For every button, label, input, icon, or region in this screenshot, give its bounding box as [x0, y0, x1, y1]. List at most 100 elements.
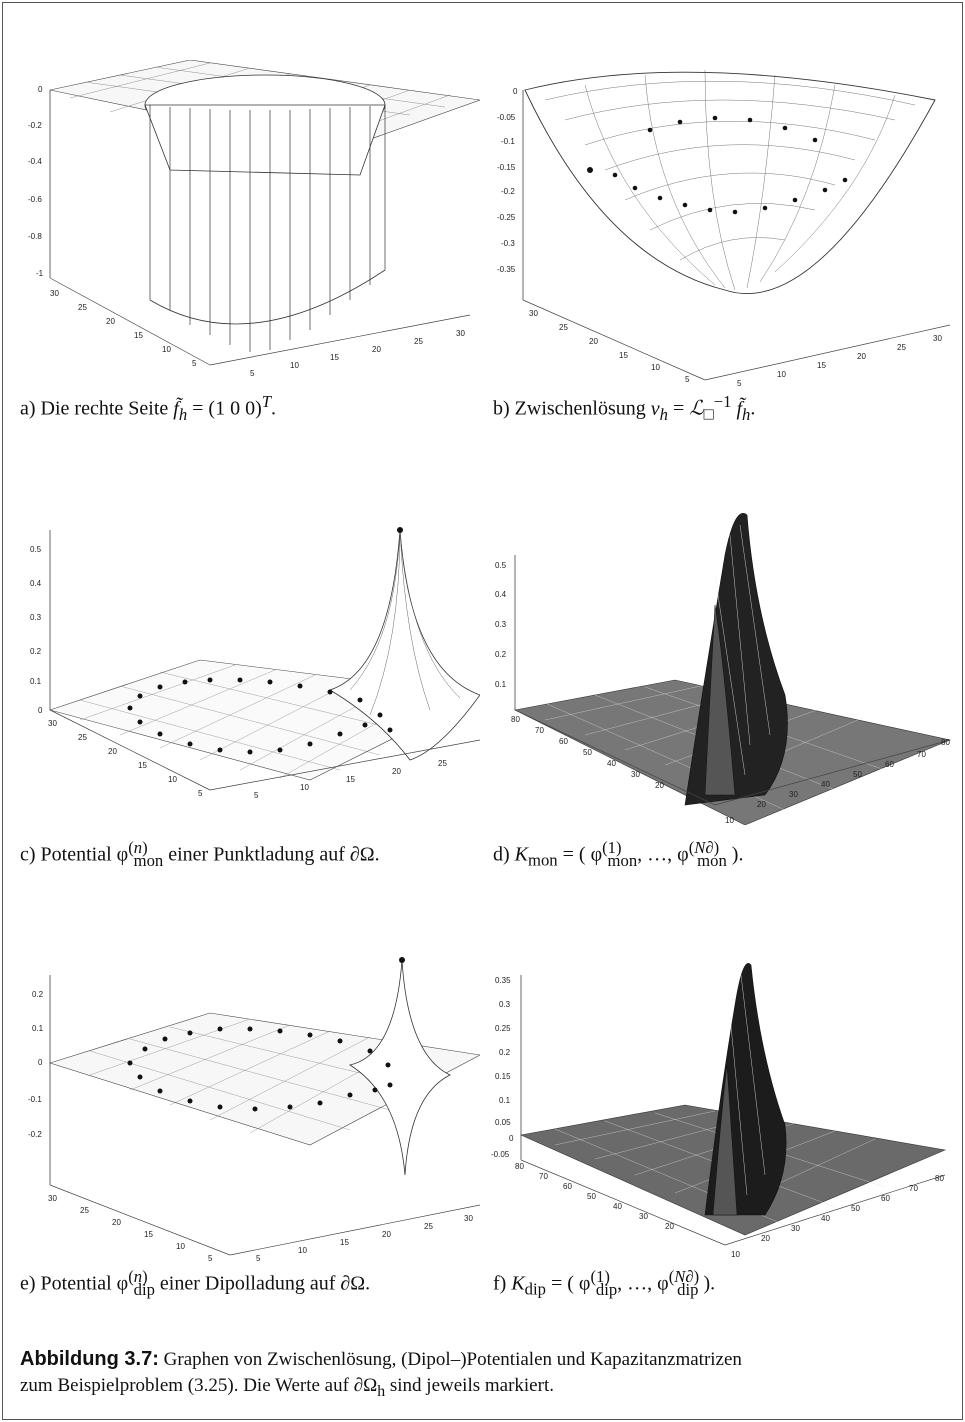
- tick-c-z-0: 0.5: [30, 545, 42, 554]
- panel-e-yticks: 30 25 20 15 10 5: [48, 1194, 213, 1263]
- tick-d-y-1: 20: [655, 781, 664, 790]
- tick-b-z-1: -0.05: [497, 113, 516, 122]
- tick-b-x-4: 25: [897, 343, 906, 352]
- tick-f-z-5: 0.1: [499, 1096, 511, 1105]
- tick-a-x-2: 15: [330, 353, 339, 362]
- tick-b-y-1: 10: [651, 363, 660, 372]
- tick-c-x-3: 20: [392, 767, 401, 776]
- tick-a-y-1: 10: [162, 345, 171, 354]
- tick-c-z-4: 0.1: [30, 677, 42, 686]
- tick-c-y-1: 10: [168, 775, 177, 784]
- tick-d-y-6: 70: [535, 726, 544, 735]
- tick-e-x-2: 15: [340, 1238, 349, 1247]
- tick-f-x-2: 30: [791, 1224, 800, 1233]
- tick-f-z-1: 0.3: [499, 1000, 511, 1009]
- panel-b-zticks: 0 -0.05 -0.1 -0.15 -0.2 -0.25 -0.3 -0.35: [497, 87, 518, 274]
- tick-a-z-4: -0.8: [28, 232, 42, 241]
- tick-b-x-0: 5: [737, 379, 742, 388]
- tick-f-x-3: 40: [821, 1214, 830, 1223]
- tick-e-x-3: 20: [382, 1230, 391, 1239]
- tick-f-z-3: 0.2: [499, 1048, 511, 1057]
- tick-a-x-3: 20: [372, 345, 381, 354]
- tick-a-y-3: 20: [106, 317, 115, 326]
- figure-caption-end: sind jeweils markiert.: [385, 1375, 554, 1396]
- tick-f-y-6: 70: [539, 1172, 548, 1181]
- figure-caption-sub: h: [377, 1382, 386, 1400]
- tick-a-x-1: 10: [290, 361, 299, 370]
- tick-a-x-4: 25: [414, 337, 423, 346]
- tick-f-x-7: 80: [935, 1174, 944, 1183]
- tick-f-x-6: 70: [909, 1184, 918, 1193]
- tick-e-z-3: -0.1: [28, 1095, 42, 1104]
- figure-label: Abbildung 3.7:: [20, 1348, 159, 1370]
- tick-d-y-0: 10: [725, 816, 734, 825]
- tick-d-x-7: 80: [941, 738, 950, 747]
- tick-a-y-4: 25: [78, 303, 87, 312]
- tick-d-y-2: 30: [631, 770, 640, 779]
- tick-c-x-2: 15: [346, 775, 355, 784]
- tick-b-z-6: -0.3: [501, 239, 515, 248]
- tick-f-y-1: 20: [665, 1222, 674, 1231]
- caption-c: c) Potential φ(n)mon einer Punktladung a…: [20, 838, 380, 870]
- tick-d-z-2: 0.3: [495, 620, 507, 629]
- panel-f-zticks: 0.35 0.3 0.25 0.2 0.15 0.1 0.05 0 -0.05: [491, 976, 514, 1159]
- tick-d-x-5: 60: [885, 760, 894, 769]
- tick-f-y-0: 10: [731, 1250, 740, 1259]
- tick-f-x-4: 50: [851, 1204, 860, 1213]
- tick-d-y-7: 80: [511, 715, 520, 724]
- tick-b-z-2: -0.1: [501, 137, 515, 146]
- tick-d-y-3: 40: [607, 759, 616, 768]
- tick-f-x-1: 20: [761, 1234, 770, 1243]
- tick-a-y-0: 5: [192, 359, 197, 368]
- panel-a-xticks: 5 10 15 20 25 30: [250, 329, 465, 378]
- caption-a: a) Die rechte Seite f̃h = (1 0 0)T.: [20, 392, 277, 424]
- figure-caption-line1: Graphen von Zwischenlösung, (Dipol–)Pote…: [163, 1349, 742, 1370]
- panel-a-plot: 0 -0.2 -0.4 -0.6 -0.8 -1: [10, 60, 480, 390]
- tick-b-z-5: -0.25: [497, 213, 516, 222]
- tick-d-y-5: 60: [559, 737, 568, 746]
- tick-b-z-4: -0.2: [501, 187, 515, 196]
- tick-e-y-1: 10: [176, 1242, 185, 1251]
- tick-e-z-1: 0.1: [32, 1024, 44, 1033]
- tick-e-y-4: 25: [80, 1206, 89, 1215]
- panel-b-xticks: 5 10 15 20 25 30: [737, 334, 942, 388]
- tick-e-y-3: 20: [112, 1218, 121, 1227]
- tick-d-x-3: 40: [821, 780, 830, 789]
- tick-c-y-3: 20: [108, 747, 117, 756]
- tick-b-x-3: 20: [857, 352, 866, 361]
- tick-b-y-2: 15: [619, 351, 628, 360]
- panel-c-xticks: 5 10 15 20 25: [254, 759, 447, 800]
- panel-c-yticks: 30 25 20 15 10 5: [48, 719, 203, 798]
- panel-c-plot: 0.5 0.4 0.3 0.2 0.1 0: [10, 520, 480, 840]
- panel-b-plot: 0 -0.05 -0.1 -0.15 -0.2 -0.25 -0.3 -0.35: [485, 60, 955, 390]
- figure-caption: Abbildung 3.7: Graphen von Zwischenlösun…: [20, 1346, 955, 1405]
- panel-a-yticks: 30 25 20 15 10 5: [50, 289, 197, 368]
- panel-a-zticks: 0 -0.2 -0.4 -0.6 -0.8 -1: [28, 85, 44, 278]
- tick-a-z-1: -0.2: [28, 121, 42, 130]
- caption-f: f) Kdip = ( φ(1)dip, …, φ(N∂)dip ).: [493, 1267, 716, 1299]
- tick-e-y-0: 5: [208, 1254, 213, 1263]
- tick-f-y-5: 60: [563, 1182, 572, 1191]
- tick-a-x-0: 5: [250, 369, 255, 378]
- tick-c-y-4: 25: [78, 733, 87, 742]
- tick-e-y-2: 15: [144, 1230, 153, 1239]
- tick-c-y-2: 15: [138, 761, 147, 770]
- panel-e-zticks: 0.2 0.1 0 -0.1 -0.2: [28, 990, 44, 1139]
- tick-a-y-2: 15: [134, 331, 143, 340]
- tick-f-z-2: 0.25: [495, 1024, 511, 1033]
- tick-b-y-5: 30: [529, 309, 538, 318]
- tick-c-z-1: 0.4: [30, 579, 42, 588]
- tick-f-x-5: 60: [881, 1194, 890, 1203]
- tick-a-y-5: 30: [50, 289, 59, 298]
- tick-a-z-2: -0.4: [28, 157, 42, 166]
- tick-b-z-7: -0.35: [497, 265, 516, 274]
- tick-b-z-0: 0: [513, 87, 518, 96]
- tick-f-z-6: 0.05: [495, 1118, 511, 1127]
- tick-e-x-4: 25: [424, 1222, 433, 1231]
- caption-b: b) Zwischenlösung vh = ℒ□−1 f̃h.: [493, 392, 756, 424]
- panel-f-plot: 0.35 0.3 0.25 0.2 0.15 0.1 0.05 0 -0.05 …: [485, 945, 955, 1265]
- tick-a-z-0: 0: [38, 85, 43, 94]
- tick-f-z-8: -0.05: [491, 1150, 510, 1159]
- tick-d-z-4: 0.1: [495, 680, 507, 689]
